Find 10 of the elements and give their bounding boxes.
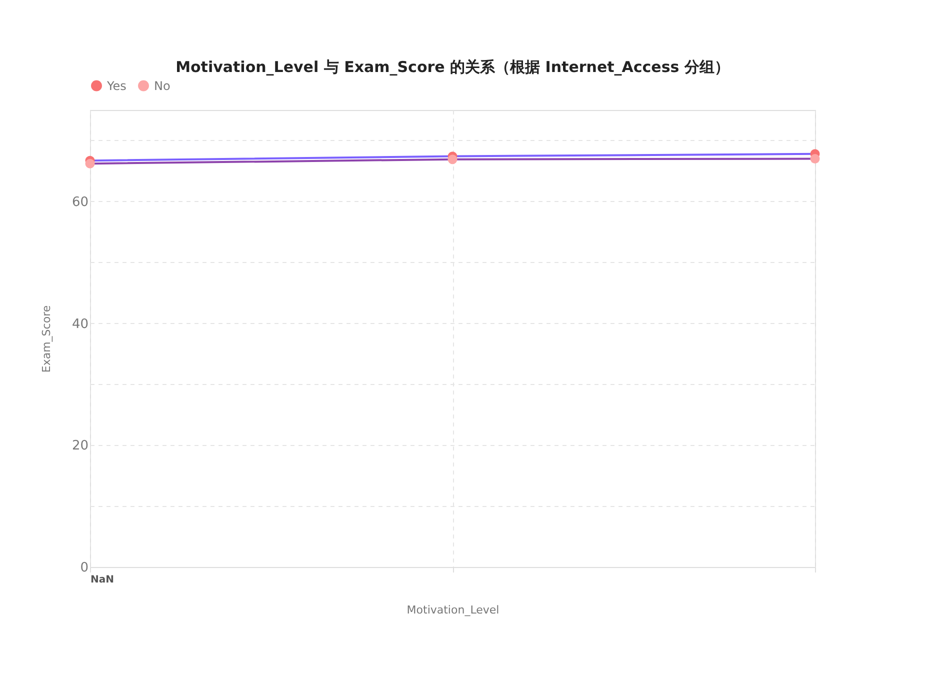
chart-title: Motivation_Level 与 Exam_Score 的关系（根据 Internet_Access 分组） xyxy=(176,58,730,76)
y-tick-label: 40 xyxy=(72,316,88,332)
legend-label: No xyxy=(154,78,170,93)
y-axis-title: Exam_Score xyxy=(40,305,53,373)
legend-label: Yes xyxy=(106,78,126,93)
x-tick-label: NaN xyxy=(90,574,114,586)
y-tick-label: 0 xyxy=(80,560,88,576)
y-tick-label: 20 xyxy=(72,438,88,454)
x-axis-title: Motivation_Level xyxy=(406,604,500,616)
y-tick-label: 60 xyxy=(72,194,88,210)
